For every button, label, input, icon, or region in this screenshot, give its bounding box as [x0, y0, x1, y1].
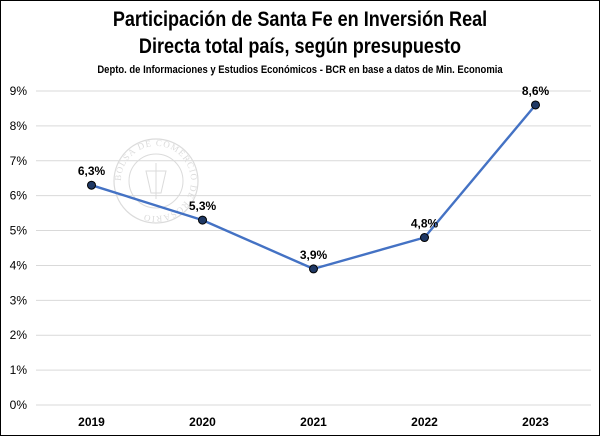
y-tick-label: 7%	[10, 154, 28, 168]
series-line	[91, 104, 537, 271]
x-tick-label: 2023	[522, 415, 549, 429]
y-tick-label: 8%	[10, 119, 28, 133]
data-point	[309, 264, 318, 274]
y-tick-label: 6%	[10, 189, 28, 203]
data-point	[420, 233, 429, 243]
bcr-watermark-seal: BOLSA DE COMERCIO DE ROSARIO	[113, 138, 199, 224]
data-label: 4,8%	[411, 217, 439, 231]
y-tick-label: 9%	[10, 84, 28, 98]
y-axis-ticks: 0% 1% 2% 3% 4% 5% 6% 7% 8% 9%	[10, 84, 28, 412]
data-labels: 6,3% 5,3% 3,9% 4,8% 8,6%	[78, 84, 550, 262]
data-label: 6,3%	[78, 164, 106, 178]
data-markers	[87, 100, 540, 274]
data-point	[531, 100, 540, 110]
x-tick-label: 2019	[78, 415, 105, 429]
data-point	[198, 215, 207, 225]
x-tick-label: 2021	[300, 415, 327, 429]
chart-title-line-2: Directa total país, según presupuesto	[138, 35, 462, 58]
x-tick-label: 2020	[189, 415, 216, 429]
y-tick-label: 0%	[10, 398, 28, 412]
y-tick-label: 5%	[10, 224, 28, 238]
chart-title-line-1: Participación de Santa Fe en Inversión R…	[112, 8, 488, 31]
y-tick-label: 4%	[10, 258, 28, 272]
y-tick-label: 1%	[10, 363, 28, 377]
data-label: 3,9%	[300, 248, 328, 262]
data-label: 5,3%	[189, 199, 217, 213]
data-point	[87, 180, 96, 190]
x-tick-label: 2022	[411, 415, 438, 429]
gridlines	[36, 90, 591, 406]
data-label: 8,6%	[522, 84, 550, 98]
x-axis-ticks: 2019 2020 2021 2022 2023	[78, 415, 549, 429]
chart-subtitle: Depto. de Informaciones y Estudios Econó…	[97, 64, 503, 76]
y-tick-label: 2%	[10, 328, 28, 342]
y-tick-label: 3%	[10, 293, 28, 307]
